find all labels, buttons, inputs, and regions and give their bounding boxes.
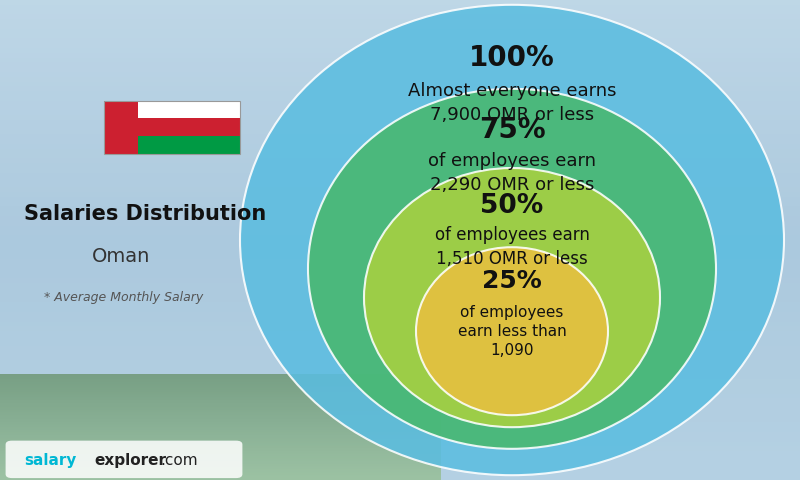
Bar <box>138 101 240 119</box>
Text: explorer: explorer <box>94 453 166 468</box>
Ellipse shape <box>364 168 660 427</box>
Text: Oman: Oman <box>92 247 150 266</box>
Bar <box>104 101 240 154</box>
Text: Salaries Distribution: Salaries Distribution <box>24 204 266 224</box>
Text: Almost everyone earns
7,900 OMR or less: Almost everyone earns 7,900 OMR or less <box>408 82 616 124</box>
Bar <box>138 136 240 154</box>
Text: salary: salary <box>24 453 76 468</box>
Text: 75%: 75% <box>478 116 546 144</box>
FancyBboxPatch shape <box>6 441 242 478</box>
Text: 50%: 50% <box>480 193 544 219</box>
Bar <box>138 119 240 136</box>
Ellipse shape <box>416 247 608 415</box>
Text: * Average Monthly Salary: * Average Monthly Salary <box>44 291 203 304</box>
Text: of employees
earn less than
1,090: of employees earn less than 1,090 <box>458 304 566 358</box>
Text: 25%: 25% <box>482 269 542 293</box>
Ellipse shape <box>308 89 716 449</box>
Text: .com: .com <box>160 453 198 468</box>
Text: of employees earn
2,290 OMR or less: of employees earn 2,290 OMR or less <box>428 152 596 194</box>
Bar <box>104 101 138 154</box>
Text: of employees earn
1,510 OMR or less: of employees earn 1,510 OMR or less <box>434 226 590 268</box>
Ellipse shape <box>240 5 784 475</box>
Text: 100%: 100% <box>469 44 555 72</box>
